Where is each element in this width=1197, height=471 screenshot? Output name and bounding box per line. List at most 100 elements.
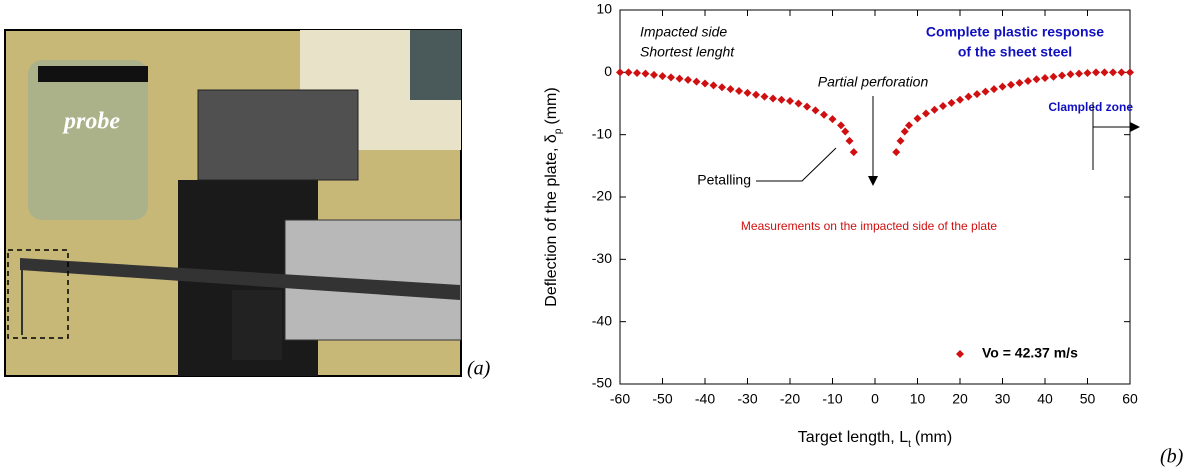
- arrow: [756, 147, 837, 182]
- data-point: [684, 75, 692, 84]
- data-point: [667, 73, 675, 82]
- data-point: [1007, 80, 1015, 89]
- data-point: [760, 92, 769, 101]
- data-point: [726, 85, 735, 94]
- data-point: [947, 98, 956, 107]
- data-point: [922, 109, 930, 118]
- probe-inset-head: [38, 66, 148, 82]
- x-tick-label: -20: [780, 391, 800, 407]
- data-point: [1015, 78, 1024, 87]
- x-tick-label: 10: [910, 391, 926, 407]
- caption-b: (b): [1160, 446, 1184, 468]
- x-tick-label: -40: [695, 391, 715, 407]
- data-point: [709, 81, 718, 90]
- x-tick-label: 60: [1122, 391, 1138, 407]
- x-tick-label: 20: [952, 391, 968, 407]
- y-tick-label: -40: [592, 312, 612, 328]
- data-point: [1032, 75, 1041, 84]
- data-point: [718, 83, 726, 92]
- y-tick-label: -30: [592, 250, 612, 266]
- legend-label: Vo = 42.37 m/s: [982, 345, 1078, 361]
- x-axis-title-unit: (mm): [915, 429, 952, 446]
- data-point: [794, 99, 803, 108]
- plot-frame: [619, 9, 1131, 385]
- data-point: [1083, 68, 1092, 77]
- x-tick-label: 30: [995, 391, 1011, 407]
- y-tick-label: 10: [596, 1, 612, 17]
- data-point: [905, 121, 913, 130]
- data-point: [896, 136, 905, 145]
- data-point: [743, 88, 752, 97]
- data-point: [981, 87, 990, 96]
- x-tick-label: -10: [822, 391, 842, 407]
- y-axis-title-unit: (mm): [543, 87, 560, 124]
- data-point: [913, 114, 922, 123]
- data-point: [735, 87, 743, 96]
- annotation: Measurements on the impacted side of the…: [741, 219, 997, 233]
- data-point: [803, 102, 811, 111]
- data-point: [1100, 68, 1109, 77]
- arrowhead: [868, 176, 878, 186]
- data-point: [1041, 73, 1049, 82]
- data-point: [701, 79, 709, 88]
- y-axis-title-main: Deflection of the plate, δ: [543, 134, 560, 307]
- legend-marker: [956, 350, 964, 358]
- annotation: Partial perforation: [818, 74, 929, 90]
- x-tick-label: 0: [871, 391, 879, 407]
- x-tick-label: -30: [737, 391, 757, 407]
- probe-inset: [28, 60, 148, 220]
- photo-window: [410, 30, 461, 100]
- x-tick-label: 50: [1080, 391, 1096, 407]
- x-tick-label: -60: [610, 391, 630, 407]
- data-point: [892, 148, 901, 157]
- data-point: [828, 115, 837, 124]
- x-tick-label: 40: [1037, 391, 1053, 407]
- photo: probe: [4, 29, 462, 377]
- y-tick-label: 0: [604, 63, 612, 79]
- x-axis-title: Target length, Lt (mm): [798, 429, 952, 449]
- data-point: [752, 90, 760, 99]
- data-point: [675, 74, 684, 83]
- data-point: [1058, 71, 1066, 80]
- data-point: [1066, 70, 1075, 79]
- annotation: Clampled zone: [1048, 100, 1133, 114]
- data-point: [616, 68, 624, 77]
- data-point: [692, 77, 701, 86]
- data-point: [930, 105, 939, 114]
- y-tick-label: -10: [592, 125, 612, 141]
- data-point: [811, 106, 820, 115]
- annotation: Impacted side: [640, 24, 727, 40]
- data-point: [845, 136, 854, 145]
- y-tick-label: -20: [592, 188, 612, 204]
- data-point: [900, 127, 909, 136]
- y-tick-label: -50: [592, 375, 612, 391]
- data-point: [624, 68, 633, 77]
- photo-probe-arm: [20, 258, 460, 300]
- data-point: [820, 110, 828, 119]
- data-point: [956, 95, 964, 104]
- y-axis-title-sub: p: [553, 128, 564, 134]
- probe-label: probe: [62, 109, 120, 135]
- data-point: [841, 127, 850, 136]
- data-point: [990, 85, 998, 94]
- photo-device: [197, 89, 359, 181]
- data-point: [658, 72, 667, 81]
- annotation: of the sheet steel: [958, 44, 1072, 60]
- data-point: [964, 92, 973, 101]
- data-point: [939, 101, 947, 110]
- data-point: [1117, 68, 1126, 77]
- data-point: [786, 97, 794, 106]
- data-point: [1126, 68, 1134, 77]
- data-point: [1024, 77, 1032, 86]
- data-point: [650, 70, 658, 79]
- x-axis-title-sub: t: [908, 439, 911, 450]
- data-point: [777, 95, 786, 104]
- x-axis-title-main: Target length, L: [798, 429, 908, 446]
- data-point: [973, 90, 981, 99]
- data-point: [1092, 68, 1100, 77]
- data-point: [849, 148, 858, 157]
- x-tick-label: -50: [652, 391, 672, 407]
- data-point: [998, 82, 1007, 91]
- photo-block: [232, 290, 282, 360]
